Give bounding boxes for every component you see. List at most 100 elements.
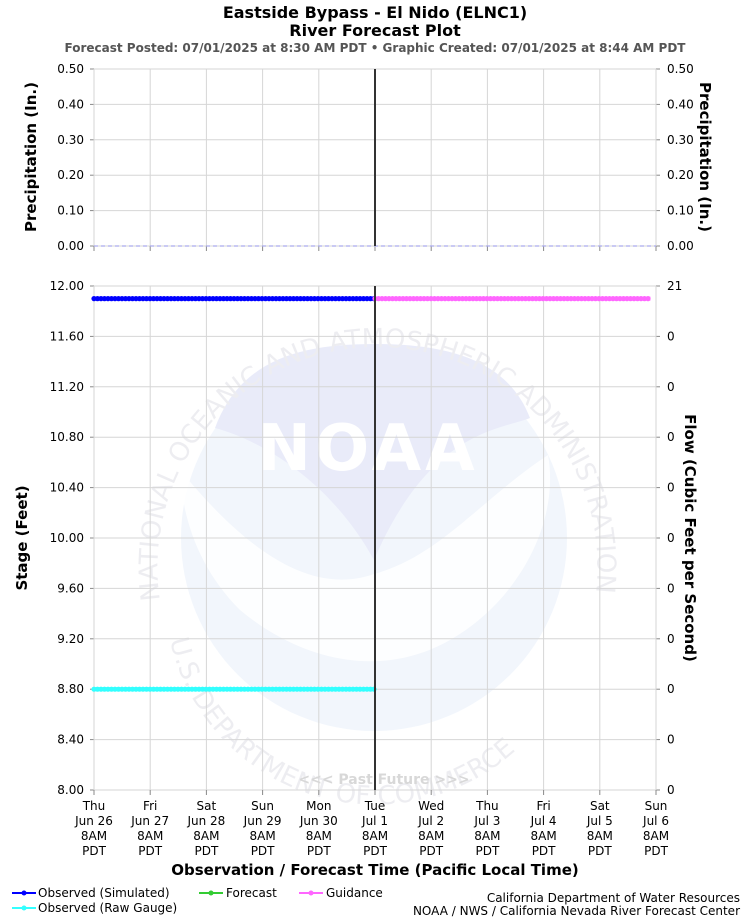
y-tick-label-right: 0.10: [667, 204, 694, 218]
legend-label-observed-raw-gauge: Observed (Raw Gauge): [38, 901, 177, 915]
legend-marker-forecast: [208, 890, 214, 896]
precip-y-label-right: Precipitation (In.): [696, 82, 714, 232]
x-tick-label-line: Fri: [536, 799, 550, 813]
x-tick-label: Fri Jun 27 8AM PDT: [130, 799, 169, 858]
x-tick-label-line: Sat: [590, 799, 610, 813]
credit-line-1: California Department of Water Resources: [487, 891, 740, 905]
x-tick-label: Sun Jun 29 8AM PDT: [243, 799, 282, 858]
chart-title-line1: Eastside Bypass - El Nido (ELNC1): [223, 3, 527, 22]
legend-item-guidance: Guidance: [299, 886, 383, 900]
y-tick-label-right: 0: [667, 581, 675, 595]
flow-y-label-right: Flow (Cubic Feet per Second): [681, 414, 699, 662]
x-tick-label: Mon Jun 30 8AM PDT: [299, 799, 338, 858]
stage-y-label-left: Stage (Feet): [13, 485, 31, 590]
y-tick-label-right: 0: [667, 733, 675, 747]
y-tick-label-left: 11.20: [50, 380, 84, 394]
x-tick-label-line: Sun: [645, 799, 668, 813]
x-tick-label-line: 8AM: [249, 829, 275, 843]
past-future-label: <<< Past Future >>>: [298, 772, 469, 788]
y-tick-label-left: 11.60: [50, 329, 84, 343]
x-tick-label-line: Jun 29: [243, 814, 282, 828]
x-tick-label-line: Jun 27: [130, 814, 169, 828]
y-tick-label-right: 21: [667, 279, 682, 293]
x-tick-label: Sat Jun 28 8AM PDT: [186, 799, 225, 858]
precipitation-panel: 0.00 0.10 0.20 0.30 0.40 0.50 0.00 0.10 0.20 0.3…: [22, 62, 714, 253]
watermark-center-text: NOAA: [257, 412, 478, 486]
legend-label-forecast: Forecast: [226, 886, 277, 900]
y-tick-label-right: 0: [667, 682, 675, 696]
stage-series: [91, 296, 651, 692]
x-tick-label-line: Fri: [143, 799, 157, 813]
x-tick-label-line: 8AM: [137, 829, 163, 843]
y-tick-label-right: 0: [667, 632, 675, 646]
x-tick-label: Sat Jul 5 8AM PDT: [586, 799, 613, 858]
legend-marker-guidance: [308, 890, 314, 896]
x-tick-label-line: 8AM: [587, 829, 613, 843]
x-tick-label-line: Jun 26: [74, 814, 113, 828]
x-tick-label: Thu Jun 26 8AM PDT: [74, 799, 113, 858]
x-tick-label-line: Thu: [82, 799, 106, 813]
y-tick-label-right: 0.40: [667, 97, 694, 111]
x-tick-label-line: Thu: [475, 799, 499, 813]
legend-marker-observed-simulated: [21, 890, 27, 896]
y-tick-label-right: 0.20: [667, 168, 694, 182]
x-tick-label-line: PDT: [82, 844, 106, 858]
y-tick-label-right: 0: [667, 481, 675, 495]
x-tick-label-line: PDT: [363, 844, 387, 858]
y-tick-label-left: 9.60: [57, 581, 84, 595]
x-tick-label-line: PDT: [644, 844, 668, 858]
x-tick-label: Thu Jul 3 8AM PDT: [473, 799, 500, 858]
legend: Observed (Simulated) Forecast Guidance O…: [12, 886, 383, 915]
x-tick-label-line: 8AM: [362, 829, 388, 843]
x-tick-label-line: Jul 2: [417, 814, 444, 828]
x-tick-label-line: 8AM: [530, 829, 556, 843]
x-tick-label-line: Jul 3: [473, 814, 500, 828]
precip-y-ticks-left: 0.00 0.10 0.20 0.30 0.40 0.50: [57, 62, 84, 253]
x-tick-label: Tue Jul 1 8AM PDT: [361, 799, 388, 858]
legend-item-forecast: Forecast: [199, 886, 277, 900]
x-tick-label: Sun Jul 6 8AM PDT: [642, 799, 669, 858]
x-tick-label-line: 8AM: [193, 829, 219, 843]
y-tick-label-left: 9.20: [57, 632, 84, 646]
y-tick-label-left: 0.40: [57, 97, 84, 111]
x-tick-label-line: PDT: [419, 844, 443, 858]
x-tick-label-line: 8AM: [418, 829, 444, 843]
x-tick-label-line: Jul 6: [642, 814, 669, 828]
y-tick-label-right: 0.50: [667, 62, 694, 76]
x-tick-label-line: PDT: [251, 844, 275, 858]
y-tick-label-left: 10.00: [50, 531, 84, 545]
y-tick-label-right: 0.30: [667, 133, 694, 147]
x-tick-label-line: PDT: [138, 844, 162, 858]
x-axis-label: Observation / Forecast Time (Pacific Loc…: [171, 861, 578, 879]
y-tick-label-left: 8.40: [57, 733, 84, 747]
x-tick-label-line: Jul 4: [530, 814, 557, 828]
precip-y-ticks-right: 0.00 0.10 0.20 0.30 0.40 0.50: [667, 62, 694, 253]
y-tick-label-left: 0.50: [57, 62, 84, 76]
legend-label-guidance: Guidance: [326, 886, 383, 900]
x-tick-label-line: 8AM: [306, 829, 332, 843]
y-tick-label-right: 0: [667, 329, 675, 343]
y-tick-label-left: 10.80: [50, 430, 84, 444]
legend-marker-observed-raw-gauge: [21, 905, 27, 911]
y-tick-label-left: 0.20: [57, 168, 84, 182]
x-tick-label-line: Sat: [197, 799, 217, 813]
chart-subtitle: Forecast Posted: 07/01/2025 at 8:30 AM P…: [65, 41, 687, 55]
x-tick-label-line: Sun: [251, 799, 274, 813]
x-tick-label-line: 8AM: [81, 829, 107, 843]
stage-y-ticks-right: 0 0 0 0 0 0 0 0 0 0 21: [667, 279, 682, 797]
y-tick-label-left: 12.00: [50, 279, 84, 293]
x-tick-label-line: Jul 5: [586, 814, 613, 828]
x-tick-label-line: PDT: [194, 844, 218, 858]
legend-label-observed-simulated: Observed (Simulated): [38, 886, 170, 900]
x-tick-label-line: 8AM: [643, 829, 669, 843]
x-tick-label-line: 8AM: [474, 829, 500, 843]
x-tick-label-line: Jun 30: [299, 814, 338, 828]
y-tick-label-right: 0.00: [667, 239, 694, 253]
y-tick-label-left: 0.00: [57, 239, 84, 253]
y-tick-label-left: 0.10: [57, 204, 84, 218]
y-tick-label-left: 10.40: [50, 481, 84, 495]
x-tick-label: Wed Jul 2 8AM PDT: [417, 799, 444, 858]
y-tick-label-right: 0: [667, 380, 675, 394]
